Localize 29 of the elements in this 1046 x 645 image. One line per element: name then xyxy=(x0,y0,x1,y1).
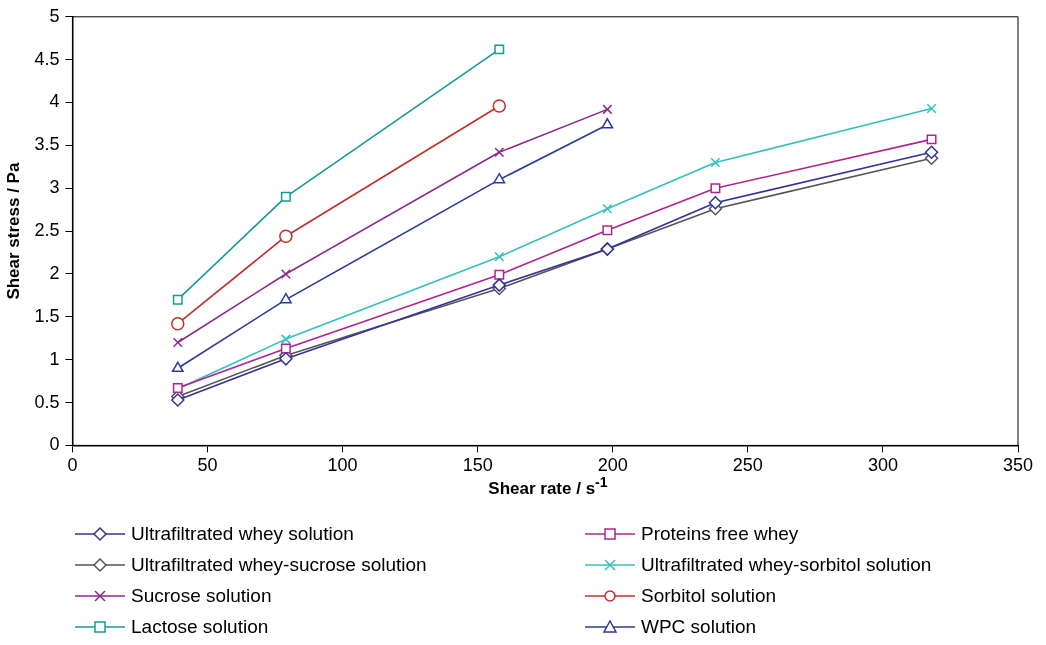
legend-label: Sucrose solution xyxy=(131,585,272,607)
legend-label: Sorbitol solution xyxy=(641,585,777,607)
y-tick-label: 1.5 xyxy=(34,305,60,326)
x-tick-label: 200 xyxy=(597,455,628,476)
y-tick-label: 5 xyxy=(49,5,60,26)
legend-label: Ultrafiltrated whey solution xyxy=(131,523,354,545)
legend-label: WPC solution xyxy=(641,616,757,638)
x-tick-label: 350 xyxy=(1002,455,1034,476)
x-tick-label: 100 xyxy=(327,455,358,476)
x-tick-label: 150 xyxy=(462,455,493,476)
y-tick-label: 2.5 xyxy=(34,220,60,241)
x-axis-title: Shear rate / s$^{-1}$ xyxy=(487,474,609,499)
y-tick-label: 2 xyxy=(49,262,60,283)
x-tick-label: 0 xyxy=(67,455,78,476)
x-tick-label: 50 xyxy=(197,455,218,476)
x-tick-label: 300 xyxy=(867,455,898,476)
legend-label: Ultrafiltrated whey-sucrose solution xyxy=(131,554,427,576)
y-tick-label: 3 xyxy=(49,177,60,198)
y-tick-label: 4.5 xyxy=(34,48,60,69)
legend-label: Proteins free whey xyxy=(641,523,799,545)
legend-label: Ultrafiltrated whey-sorbitol solution xyxy=(641,554,932,576)
legend-label: Lactose solution xyxy=(131,616,269,638)
x-tick-label: 250 xyxy=(732,455,763,476)
y-tick-label: 4 xyxy=(49,91,60,112)
y-tick-label: 3.5 xyxy=(34,134,60,155)
y-tick-label: 0 xyxy=(49,434,60,455)
y-axis-title: Shear stress / Pa xyxy=(3,162,23,300)
y-tick-label: 0.5 xyxy=(34,391,60,412)
y-tick-label: 1 xyxy=(49,348,60,369)
